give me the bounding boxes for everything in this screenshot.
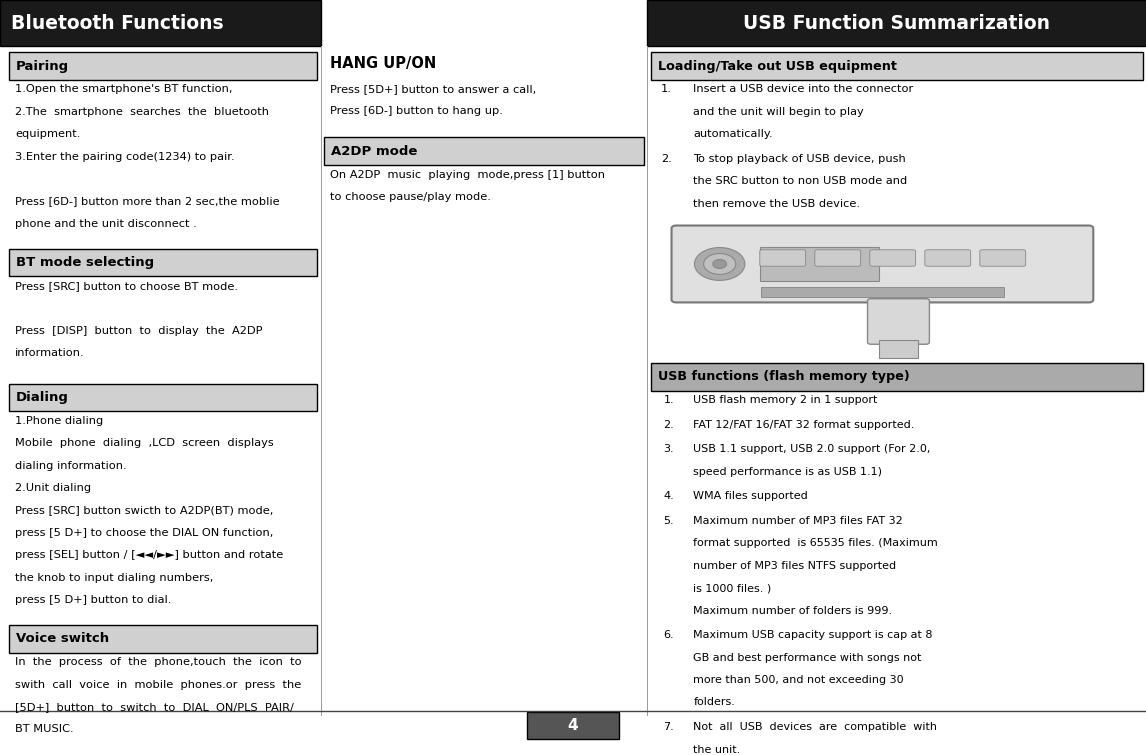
FancyBboxPatch shape — [9, 625, 317, 652]
Text: Press [5D+] button to answer a call,: Press [5D+] button to answer a call, — [330, 84, 536, 94]
Text: 4.: 4. — [664, 492, 674, 501]
Text: then remove the USB device.: then remove the USB device. — [693, 199, 861, 208]
Text: FAT 12/FAT 16/FAT 32 format supported.: FAT 12/FAT 16/FAT 32 format supported. — [693, 420, 915, 430]
Text: To stop playback of USB device, push: To stop playback of USB device, push — [693, 154, 906, 164]
Text: press [SEL] button / [◄◄/►►] button and rotate: press [SEL] button / [◄◄/►►] button and … — [15, 550, 283, 560]
Text: 2.: 2. — [664, 420, 674, 430]
FancyBboxPatch shape — [647, 0, 1146, 46]
Text: 1.: 1. — [664, 395, 674, 405]
Text: the knob to input dialing numbers,: the knob to input dialing numbers, — [15, 573, 213, 583]
Text: BT MUSIC.: BT MUSIC. — [15, 724, 73, 735]
Text: 4: 4 — [567, 718, 579, 733]
Text: equipment.: equipment. — [15, 129, 80, 139]
Text: Maximum number of MP3 files FAT 32: Maximum number of MP3 files FAT 32 — [693, 516, 903, 526]
Text: the unit.: the unit. — [693, 744, 740, 754]
Text: automatically.: automatically. — [693, 129, 772, 139]
Text: press [5 D+] button to dial.: press [5 D+] button to dial. — [15, 595, 171, 606]
Text: Maximum number of folders is 999.: Maximum number of folders is 999. — [693, 606, 893, 615]
Text: Press [SRC] button swicth to A2DP(BT) mode,: Press [SRC] button swicth to A2DP(BT) mo… — [15, 506, 273, 516]
Text: dialing information.: dialing information. — [15, 461, 126, 470]
Text: On A2DP  music  playing  mode,press [1] button: On A2DP music playing mode,press [1] but… — [330, 170, 605, 180]
Text: speed performance is as USB 1.1): speed performance is as USB 1.1) — [693, 467, 882, 476]
Text: Press [SRC] button to choose BT mode.: Press [SRC] button to choose BT mode. — [15, 281, 238, 291]
Text: Voice switch: Voice switch — [16, 633, 109, 646]
FancyBboxPatch shape — [815, 250, 861, 267]
FancyBboxPatch shape — [527, 713, 619, 739]
Circle shape — [694, 248, 745, 280]
Text: WMA files supported: WMA files supported — [693, 492, 808, 501]
Text: A2DP mode: A2DP mode — [331, 145, 417, 158]
Text: is 1000 files. ): is 1000 files. ) — [693, 583, 771, 593]
Text: USB functions (flash memory type): USB functions (flash memory type) — [658, 370, 910, 384]
Text: GB and best performance with songs not: GB and best performance with songs not — [693, 652, 921, 663]
FancyBboxPatch shape — [651, 52, 1143, 80]
Text: 2.The  smartphone  searches  the  bluetooth: 2.The smartphone searches the bluetooth — [15, 106, 269, 117]
FancyBboxPatch shape — [9, 52, 317, 80]
Text: format supported  is 65535 files. (Maximum: format supported is 65535 files. (Maximu… — [693, 538, 939, 548]
Text: Press  [DISP]  button  to  display  the  A2DP: Press [DISP] button to display the A2DP — [15, 325, 262, 335]
Text: information.: information. — [15, 348, 85, 358]
Text: [5D+]  button  to  switch  to  DIAL  ON/PLS  PAIR/: [5D+] button to switch to DIAL ON/PLS PA… — [15, 702, 293, 712]
Text: 3.Enter the pairing code(1234) to pair.: 3.Enter the pairing code(1234) to pair. — [15, 152, 235, 162]
Text: Mobile  phone  dialing  ,LCD  screen  displays: Mobile phone dialing ,LCD screen display… — [15, 439, 274, 448]
Text: more than 500, and not exceeding 30: more than 500, and not exceeding 30 — [693, 675, 904, 685]
Text: the SRC button to non USB mode and: the SRC button to non USB mode and — [693, 176, 908, 186]
Text: 1.: 1. — [661, 85, 672, 94]
Text: number of MP3 files NTFS supported: number of MP3 files NTFS supported — [693, 561, 896, 571]
Text: 5.: 5. — [664, 516, 674, 526]
FancyBboxPatch shape — [980, 250, 1026, 267]
Text: 1.Open the smartphone's BT function,: 1.Open the smartphone's BT function, — [15, 85, 233, 94]
Text: Not  all  USB  devices  are  compatible  with: Not all USB devices are compatible with — [693, 722, 937, 732]
Text: swith  call  voice  in  mobile  phones.or  press  the: swith call voice in mobile phones.or pre… — [15, 680, 301, 689]
Text: In  the  process  of  the  phone,touch  the  icon  to: In the process of the phone,touch the ic… — [15, 657, 301, 667]
FancyBboxPatch shape — [868, 299, 929, 344]
Text: 7.: 7. — [664, 722, 674, 732]
FancyBboxPatch shape — [879, 340, 918, 358]
FancyBboxPatch shape — [651, 363, 1143, 390]
Circle shape — [704, 254, 736, 274]
Text: and the unit will begin to play: and the unit will begin to play — [693, 106, 864, 117]
FancyBboxPatch shape — [760, 250, 806, 267]
Text: Dialing: Dialing — [16, 391, 69, 404]
Text: 2.: 2. — [661, 154, 672, 164]
Text: 2.Unit dialing: 2.Unit dialing — [15, 483, 91, 493]
FancyBboxPatch shape — [925, 250, 971, 267]
FancyBboxPatch shape — [761, 287, 1004, 297]
Text: Pairing: Pairing — [16, 60, 69, 72]
Text: phone and the unit disconnect .: phone and the unit disconnect . — [15, 219, 197, 229]
FancyBboxPatch shape — [672, 226, 1093, 303]
Text: 1.Phone dialing: 1.Phone dialing — [15, 416, 103, 426]
Text: Bluetooth Functions: Bluetooth Functions — [11, 14, 225, 32]
Circle shape — [713, 260, 727, 269]
Text: USB 1.1 support, USB 2.0 support (For 2.0,: USB 1.1 support, USB 2.0 support (For 2.… — [693, 444, 931, 455]
FancyBboxPatch shape — [0, 0, 321, 46]
Text: USB Function Summarization: USB Function Summarization — [744, 14, 1050, 32]
Text: 6.: 6. — [664, 630, 674, 640]
Text: Maximum USB capacity support is cap at 8: Maximum USB capacity support is cap at 8 — [693, 630, 933, 640]
FancyBboxPatch shape — [9, 384, 317, 411]
Text: Press [6D-] button to hang up.: Press [6D-] button to hang up. — [330, 106, 503, 116]
FancyBboxPatch shape — [760, 247, 879, 281]
Text: press [5 D+] to choose the DIAL ON function,: press [5 D+] to choose the DIAL ON funct… — [15, 528, 273, 538]
Text: 3.: 3. — [664, 444, 674, 455]
Text: Loading/Take out USB equipment: Loading/Take out USB equipment — [658, 60, 896, 72]
Text: Insert a USB device into the connector: Insert a USB device into the connector — [693, 85, 913, 94]
FancyBboxPatch shape — [9, 248, 317, 276]
FancyBboxPatch shape — [324, 137, 644, 165]
FancyBboxPatch shape — [870, 250, 916, 267]
Text: to choose pause/play mode.: to choose pause/play mode. — [330, 192, 490, 202]
Text: HANG UP/ON: HANG UP/ON — [330, 56, 437, 71]
Text: folders.: folders. — [693, 698, 736, 707]
Text: BT mode selecting: BT mode selecting — [16, 256, 155, 269]
Text: USB flash memory 2 in 1 support: USB flash memory 2 in 1 support — [693, 395, 878, 405]
Text: Press [6D-] button more than 2 sec,the moblie: Press [6D-] button more than 2 sec,the m… — [15, 196, 280, 206]
